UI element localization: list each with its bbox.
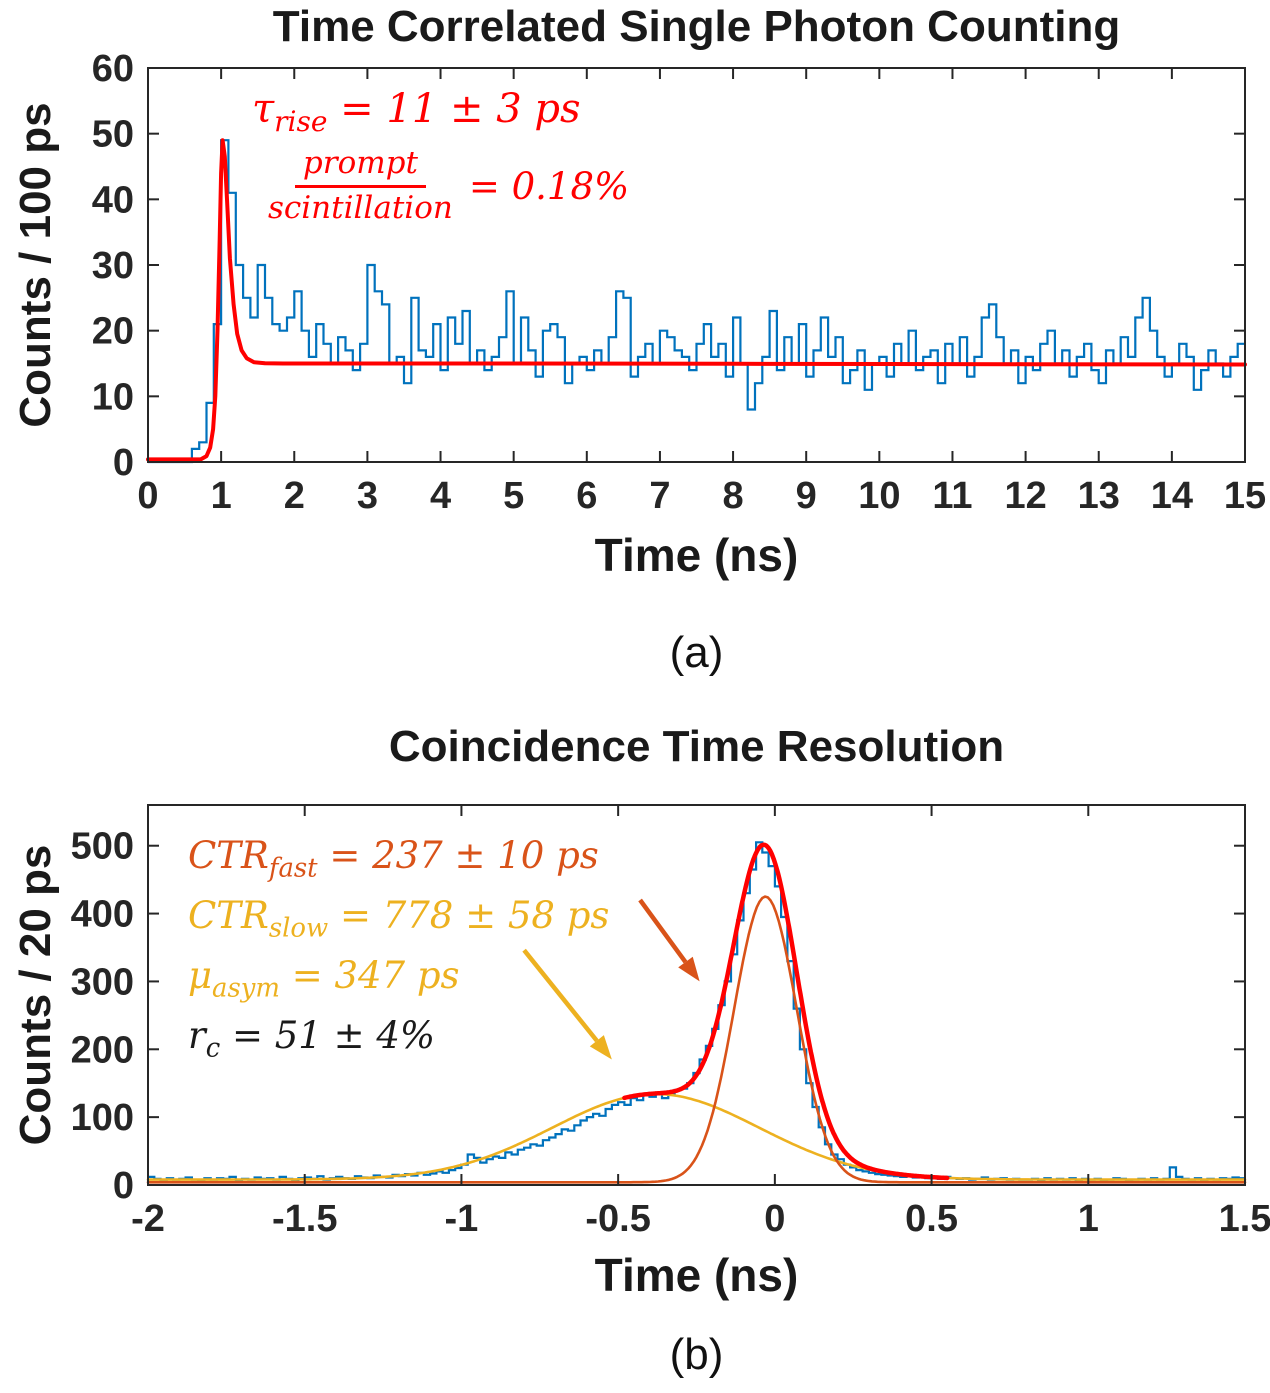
tcspc-histogram-series xyxy=(148,139,1245,464)
prompt-scintillation-fit xyxy=(146,138,1247,462)
x-tick-label: 11 xyxy=(932,475,972,517)
x-tick-label: 13 xyxy=(1078,475,1120,517)
x-tick-label: 1 xyxy=(1078,1198,1099,1240)
annotation-arrow xyxy=(522,948,599,1043)
fraction-value: = 0.18% xyxy=(468,164,630,208)
ctr-fast-value: = 237 ± 10 ps xyxy=(317,834,599,877)
ctr-fast-annotation: CTRfast = 237 ± 10 ps xyxy=(188,834,599,883)
ctr-slow-annotation: CTRslow = 778 ± 58 ps xyxy=(188,894,609,943)
fraction-numerator: prompt xyxy=(294,145,426,188)
x-tick-label: 4 xyxy=(430,475,451,517)
ctr-plot-svg: -2 -1.5 -1 -0.5 0 0.5 1 1.5 0 100 200 300 400 500 xyxy=(71,804,1270,1240)
x-tick-label: 0.5 xyxy=(905,1198,958,1240)
ctr-histogram-series xyxy=(148,841,1245,1182)
y-tick-label: 50 xyxy=(92,114,134,156)
ctr-slow-value: = 778 ± 58 ps xyxy=(328,894,610,937)
y-tick-label: 500 xyxy=(71,826,134,868)
ctr-slow-symbol: CTR xyxy=(188,894,269,937)
ctr-fast-symbol: CTR xyxy=(188,834,269,877)
y-tick-label: 10 xyxy=(92,376,134,418)
x-tick-label: 0 xyxy=(137,475,158,517)
mu-subscript: asym xyxy=(212,973,280,1004)
x-tick-label: -1.5 xyxy=(272,1198,337,1240)
x-tick-label: 7 xyxy=(649,475,670,517)
ctr-plot-frame xyxy=(147,804,1246,1186)
fraction: prompt scintillation xyxy=(268,145,453,226)
x-tick-label: 8 xyxy=(722,475,743,517)
x-tick-label: 1.5 xyxy=(1219,1198,1270,1240)
x-tick-label: 14 xyxy=(1151,475,1193,517)
sublabel-a: (a) xyxy=(669,628,724,677)
ctr-slow-subscript: slow xyxy=(268,913,329,944)
y-tick-label: 0 xyxy=(113,1165,134,1207)
x-tick-label: 5 xyxy=(503,475,524,517)
y-tick-label: 40 xyxy=(92,179,134,221)
ctr-fast-subscript: fast xyxy=(268,853,318,884)
r-subscript: c xyxy=(205,1033,221,1064)
y-tick-label: 0 xyxy=(113,442,134,484)
tau-subscript: rise xyxy=(274,105,328,138)
annotation-arrow xyxy=(638,898,688,964)
x-tick-label: 2 xyxy=(284,475,305,517)
annotation-arrowhead xyxy=(589,1035,612,1060)
ctr-title: Coincidence Time Resolution xyxy=(388,722,1005,771)
tcspc-xlabel: Time (ns) xyxy=(594,529,799,581)
mu-symbol: μ xyxy=(188,954,213,997)
prompt-fraction-annotation: prompt scintillation = 0.18% xyxy=(268,145,630,226)
annotation-arrowhead xyxy=(678,956,700,982)
y-tick-label: 30 xyxy=(92,245,134,287)
tau-value: = 11 ± 3 ps xyxy=(327,86,581,132)
x-tick-label: 9 xyxy=(796,475,817,517)
mu-asym-annotation: μasym = 347 ps xyxy=(188,954,460,1003)
y-tick-label: 100 xyxy=(71,1097,134,1139)
r-value: = 51 ± 4% xyxy=(220,1014,436,1057)
tau-rise-annotation: τrise = 11 ± 3 ps xyxy=(252,86,581,138)
x-tick-label: -2 xyxy=(131,1198,165,1240)
x-tick-label: 3 xyxy=(357,475,378,517)
x-tick-label: -1 xyxy=(445,1198,479,1240)
ctr-fast-fit xyxy=(146,895,1247,1184)
y-tick-label: 400 xyxy=(71,894,134,936)
fraction-denominator: scintillation xyxy=(268,189,453,226)
tcspc-title: Time Correlated Single Photon Counting xyxy=(272,2,1121,51)
y-tick-label: 60 xyxy=(92,48,134,90)
x-tick-label: 1 xyxy=(211,475,232,517)
ctr-slow-fit xyxy=(146,1092,1247,1181)
y-tick-label: 300 xyxy=(71,961,134,1003)
sublabel-b: (b) xyxy=(669,1330,724,1379)
ctr-total-fit xyxy=(622,842,950,1181)
x-tick-label: 12 xyxy=(1004,475,1046,517)
r-symbol: r xyxy=(188,1014,206,1057)
mu-value: = 347 ps xyxy=(279,954,460,997)
x-tick-label: 15 xyxy=(1224,475,1266,517)
x-tick-label: 10 xyxy=(858,475,900,517)
tau-symbol: τ xyxy=(252,86,275,132)
r-c-annotation: rc = 51 ± 4% xyxy=(188,1014,435,1063)
tcspc-ylabel: Counts / 100 ps xyxy=(11,102,60,428)
y-tick-label: 200 xyxy=(71,1029,134,1071)
ctr-xlabel: Time (ns) xyxy=(594,1249,799,1301)
y-tick-label: 20 xyxy=(92,311,134,353)
x-tick-label: 0 xyxy=(764,1198,785,1240)
x-tick-label: -0.5 xyxy=(585,1198,650,1240)
x-tick-label: 6 xyxy=(576,475,597,517)
ctr-ylabel: Counts / 20 ps xyxy=(11,844,60,1146)
